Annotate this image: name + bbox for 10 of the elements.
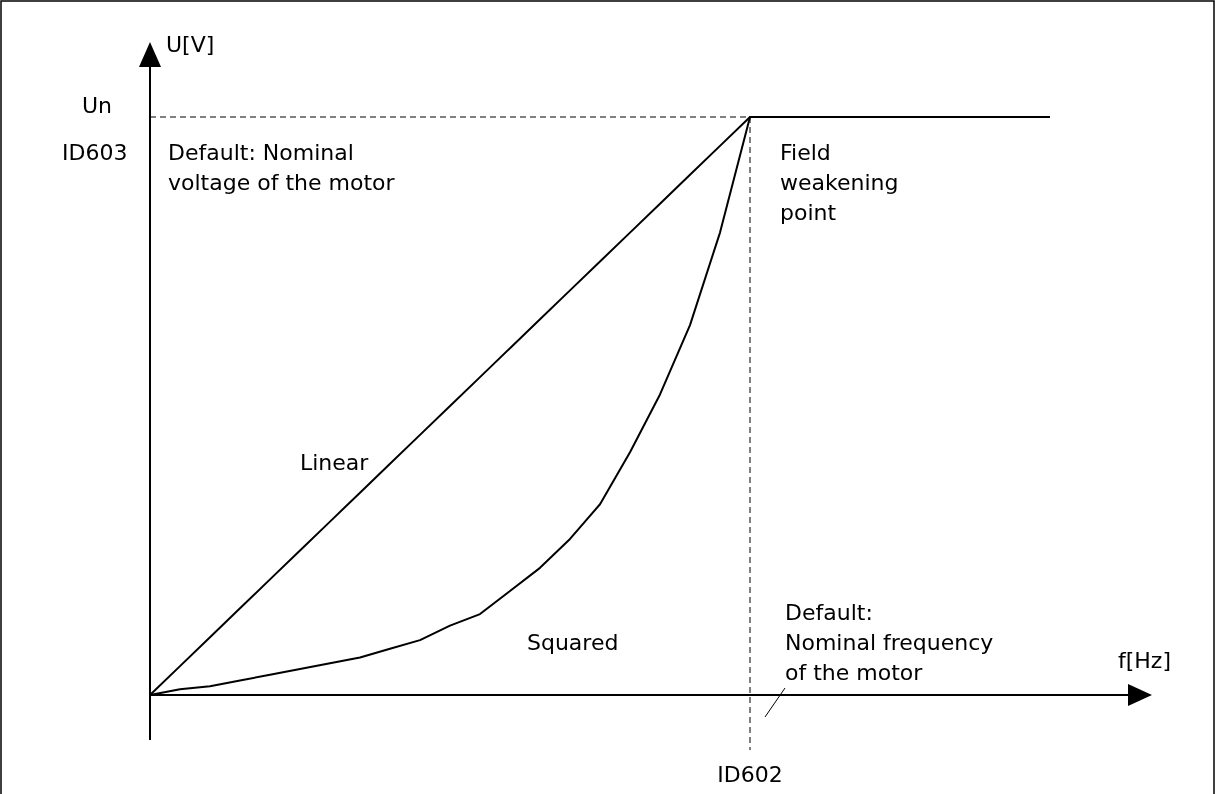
y-axis-title: U[V] xyxy=(166,32,215,57)
text: ID603 xyxy=(62,140,128,165)
annotation: Field weakening point xyxy=(780,140,899,225)
ref-line-label: Un xyxy=(82,93,113,118)
annotation: Default: Nominal frequency of the motor xyxy=(785,600,994,685)
series-label: Squared xyxy=(527,630,619,655)
series-label: Linear xyxy=(300,450,370,475)
annotation: Default: Nominal voltage of the motor xyxy=(168,140,396,195)
x-axis-title: f[Hz] xyxy=(1118,648,1172,673)
text: ID602 xyxy=(717,762,783,787)
